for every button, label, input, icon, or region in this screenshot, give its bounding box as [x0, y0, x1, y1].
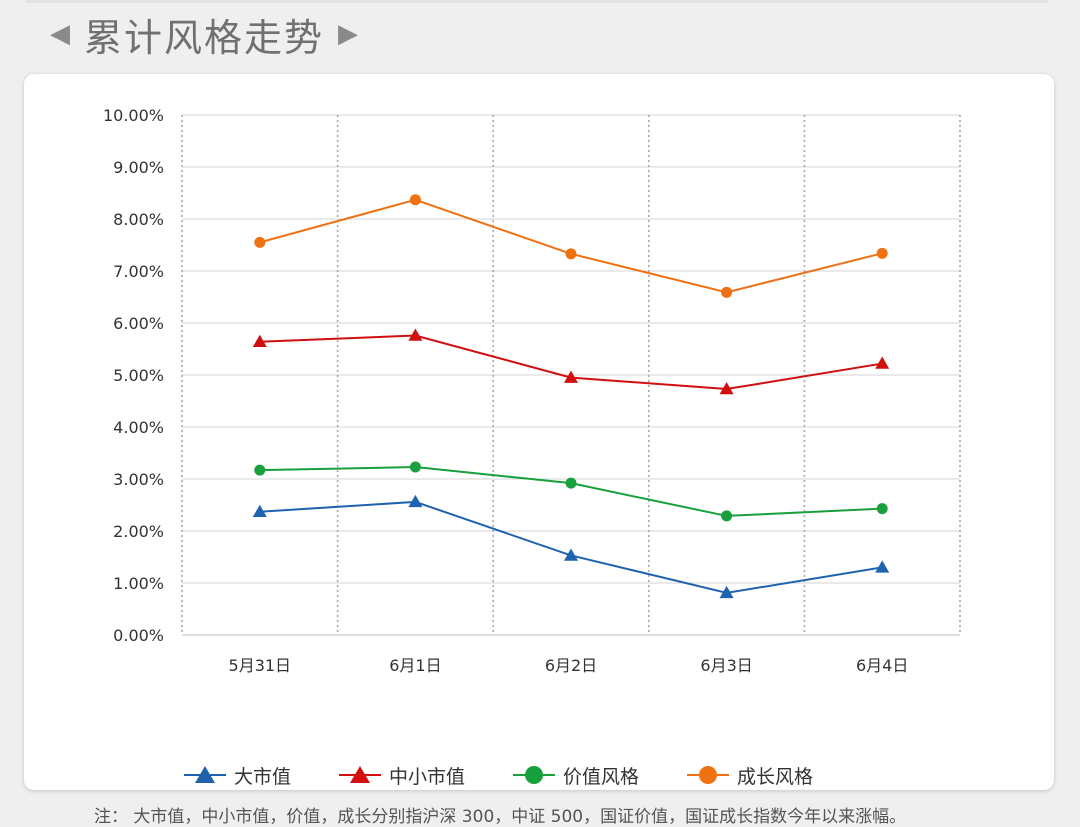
y-tick-label: 10.00%: [103, 106, 164, 125]
y-tick-label: 0.00%: [113, 626, 164, 645]
legend-label: 成长风格: [737, 765, 814, 788]
y-tick-label: 2.00%: [113, 522, 164, 541]
data-point: [408, 494, 423, 508]
y-tick-label: 1.00%: [113, 574, 164, 593]
legend-label: 大市值: [234, 765, 292, 788]
y-tick-label: 6.00%: [113, 314, 164, 333]
top-divider: [26, 0, 1048, 3]
series-line-4: [259, 198, 883, 294]
y-tick-label: 5.00%: [113, 366, 164, 385]
data-point: [254, 236, 266, 248]
chart-note: 注： 大市值，中小市值，价值，成长分别指沪深 300，中证 500，国证价值，国…: [94, 807, 907, 827]
series-line-3: [259, 466, 883, 517]
x-tick-label: 6月1日: [389, 656, 441, 675]
data-point: [875, 560, 890, 573]
y-tick-label: 9.00%: [113, 158, 164, 177]
legend-marker-icon: [339, 766, 382, 783]
legend-item: 大市值: [184, 762, 291, 789]
data-point: [408, 328, 423, 341]
x-tick-label: 6月4日: [856, 656, 908, 675]
left-arrow-icon: ◀: [50, 19, 70, 49]
chart-card: 0.00% 1.00% 2.00% 3.00% 4.00% 5.00% 6.00% 7.00%…: [24, 74, 1054, 827]
data-point: [721, 510, 733, 522]
legend-item: 成长风格: [687, 762, 813, 789]
data-point: [252, 504, 267, 518]
legend-marker-icon: [687, 766, 730, 784]
legend-label: 价值风格: [563, 765, 640, 788]
data-point: [876, 503, 888, 515]
legend-marker-icon: [513, 766, 556, 784]
data-point: [254, 464, 266, 476]
section-header: ◀ 累计风格走势 ▶: [50, 8, 358, 60]
y-tick-label: 8.00%: [113, 210, 164, 229]
data-point: [565, 248, 577, 260]
line-chart: 0.00% 1.00% 2.00% 3.00% 4.00% 5.00% 6.00% 7.00%…: [103, 106, 961, 675]
data-point: [564, 370, 578, 383]
data-point: [875, 356, 890, 369]
page-title: 累计风格走势: [84, 15, 325, 60]
data-point: [564, 548, 578, 561]
legend-label: 中小市值: [389, 765, 466, 788]
legend-item: 价值风格: [513, 762, 639, 789]
x-tick-label: 5月31日: [229, 656, 292, 675]
data-point: [409, 194, 421, 206]
data-point: [565, 477, 577, 489]
right-arrow-icon: ▶: [338, 19, 359, 49]
x-tick-label: 6月3日: [700, 656, 752, 675]
data-point: [719, 585, 734, 599]
y-tick-label: 3.00%: [113, 470, 164, 489]
chart-legend: 大市值 中小市值 价值风格 成长风格: [184, 760, 861, 790]
y-tick-label: 7.00%: [113, 262, 164, 281]
data-point: [876, 247, 888, 259]
data-point: [721, 286, 733, 298]
data-point: [252, 334, 267, 347]
legend-item: 中小市值: [339, 762, 465, 789]
data-point: [719, 382, 734, 395]
x-tick-label: 6月2日: [545, 656, 597, 675]
y-tick-label: 4.00%: [113, 418, 164, 437]
legend-marker-icon: [184, 766, 226, 783]
series-line-1: [259, 500, 883, 594]
data-point: [409, 461, 421, 473]
